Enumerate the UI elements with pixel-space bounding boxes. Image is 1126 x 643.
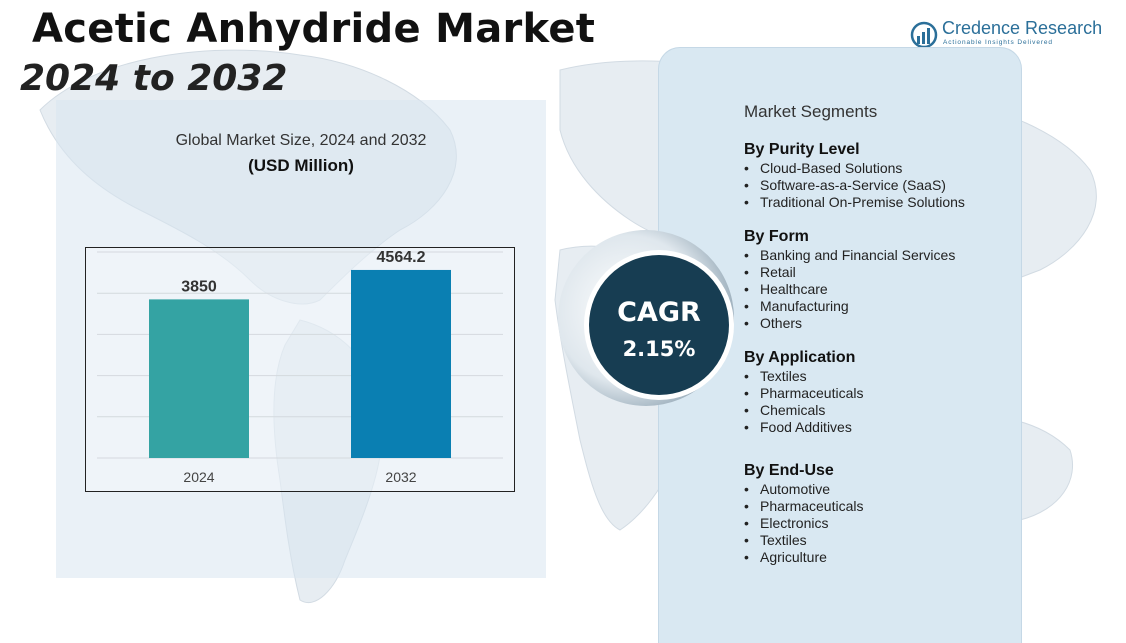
page-subtitle: 2024 to 2032: [20, 58, 288, 99]
segment-item: • Chemicals: [744, 402, 826, 418]
logo-name: Credence Research: [942, 18, 1103, 38]
value-label-2032: 4564.2: [377, 249, 426, 266]
bar-chart: 3850 2024 4564.2 2032: [85, 247, 515, 492]
segment-item: • Agriculture: [744, 549, 827, 565]
segment-item: • Pharmaceuticals: [744, 385, 864, 401]
segment-group-form: By Form • Banking and Financial Services …: [744, 227, 955, 332]
logo-tagline: Actionable Insights Delivered: [943, 39, 1053, 46]
segment-group-title: By End-Use: [744, 462, 834, 479]
segment-group-title: By Purity Level: [744, 141, 860, 158]
segment-group-application: By Application • Textiles • Pharmaceutical…: [744, 348, 864, 436]
segment-item: • Retail: [744, 264, 796, 280]
segment-group-title: By Application: [744, 349, 856, 366]
chart-panel: Global Market Size, 2024 and 2032 (USD M…: [56, 100, 546, 578]
chart-bars: 3850 2024 4564.2 2032: [149, 249, 451, 485]
segment-item: • Electronics: [744, 515, 829, 531]
segment-item: • Traditional On-Premise Solutions: [744, 194, 965, 210]
segment-group-end-use: By End-Use • Automotive • Pharmaceuticals …: [744, 461, 864, 566]
segment-item: • Banking and Financial Services: [744, 247, 956, 263]
category-label-2024: 2024: [183, 469, 214, 485]
chart-unit: (USD Million): [248, 156, 354, 175]
segments-heading: Market Segments: [744, 102, 878, 121]
segment-item: • Healthcare: [744, 281, 828, 297]
category-label-2032: 2032: [385, 469, 416, 485]
cagr-label: CAGR: [617, 297, 701, 328]
bar-2032: [351, 269, 451, 458]
segment-group-title: By Form: [744, 228, 809, 245]
segment-item: • Pharmaceuticals: [744, 498, 864, 514]
value-label-2024: 3850: [181, 278, 217, 295]
segment-item: • Automotive: [744, 481, 831, 497]
bar-2024: [149, 299, 249, 458]
segment-item: • Software-as-a-Service (SaaS): [744, 177, 946, 193]
cagr-badge: CAGR 2.15%: [558, 230, 734, 406]
cagr-core: [589, 255, 729, 395]
segment-group-purity-level: By Purity Level • Cloud-Based Solutions •…: [744, 140, 965, 211]
segment-item: • Manufacturing: [744, 298, 849, 314]
segment-item: • Textiles: [744, 532, 807, 548]
segment-item: • Cloud-Based Solutions: [744, 160, 903, 176]
page-title: Acetic Anhydride Market: [32, 6, 596, 52]
logo-icon: [910, 21, 938, 49]
chart-title: Global Market Size, 2024 and 2032: [175, 132, 427, 149]
segment-item: • Textiles: [744, 368, 807, 384]
cagr-value: 2.15%: [623, 337, 696, 361]
segment-item: • Others: [744, 315, 803, 331]
segment-item: • Food Additives: [744, 419, 852, 435]
